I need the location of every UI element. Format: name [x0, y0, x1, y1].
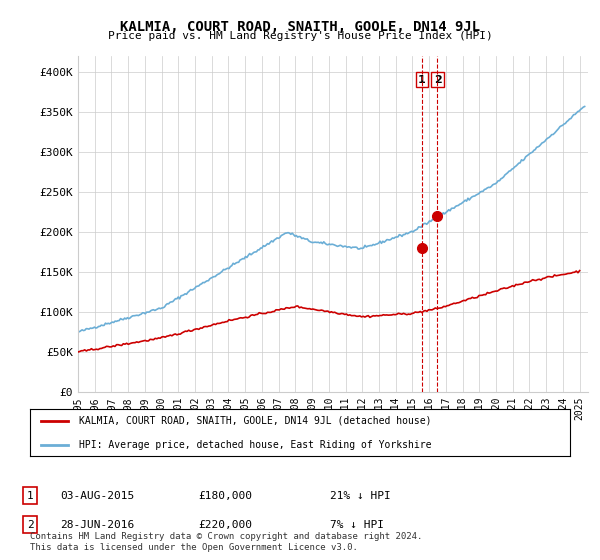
Text: £180,000: £180,000	[198, 491, 252, 501]
Text: Contains HM Land Registry data © Crown copyright and database right 2024.
This d: Contains HM Land Registry data © Crown c…	[30, 532, 422, 552]
Text: KALMIA, COURT ROAD, SNAITH, GOOLE, DN14 9JL: KALMIA, COURT ROAD, SNAITH, GOOLE, DN14 …	[120, 20, 480, 34]
Text: 21% ↓ HPI: 21% ↓ HPI	[330, 491, 391, 501]
Text: 03-AUG-2015: 03-AUG-2015	[60, 491, 134, 501]
Text: 2: 2	[434, 74, 442, 85]
Text: 1: 1	[26, 491, 34, 501]
Text: 2: 2	[26, 520, 34, 530]
Text: 1: 1	[418, 74, 425, 85]
Text: Price paid vs. HM Land Registry's House Price Index (HPI): Price paid vs. HM Land Registry's House …	[107, 31, 493, 41]
Text: 28-JUN-2016: 28-JUN-2016	[60, 520, 134, 530]
Text: £220,000: £220,000	[198, 520, 252, 530]
Text: HPI: Average price, detached house, East Riding of Yorkshire: HPI: Average price, detached house, East…	[79, 440, 431, 450]
Text: KALMIA, COURT ROAD, SNAITH, GOOLE, DN14 9JL (detached house): KALMIA, COURT ROAD, SNAITH, GOOLE, DN14 …	[79, 416, 431, 426]
Text: 7% ↓ HPI: 7% ↓ HPI	[330, 520, 384, 530]
